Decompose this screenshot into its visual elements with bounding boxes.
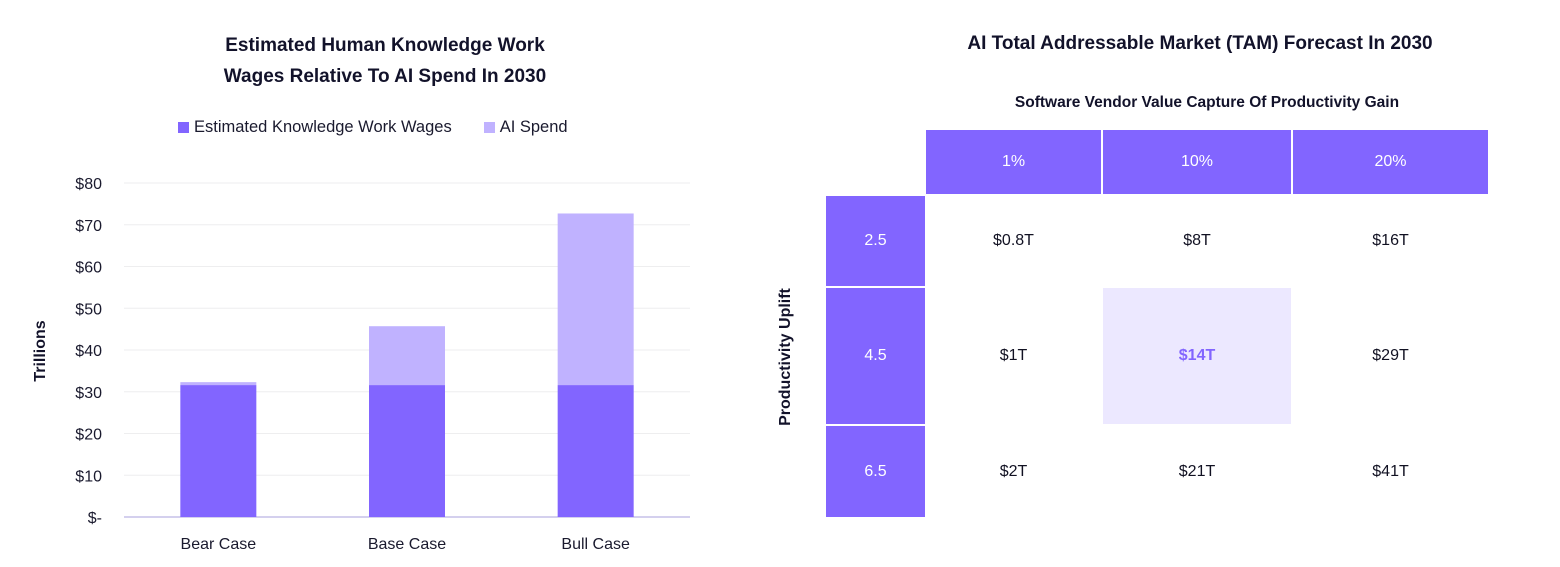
legend-item-wages: Estimated Knowledge Work Wages bbox=[178, 118, 452, 137]
x-tick-label: Bull Case bbox=[561, 536, 630, 553]
table-cell: $1T bbox=[999, 347, 1028, 364]
row-header-title: Productivity Uplift bbox=[777, 288, 794, 426]
y-tick-label: $10 bbox=[75, 468, 102, 485]
row-header-2-5: 2.5 bbox=[826, 196, 925, 286]
y-tick-label: $80 bbox=[75, 176, 102, 193]
bar-wages-base-case bbox=[369, 385, 445, 517]
y-tick-label: $50 bbox=[75, 301, 102, 318]
y-tick-label: $70 bbox=[75, 218, 102, 235]
column-header-10pct: 10% bbox=[1103, 130, 1291, 194]
row-header-4-5: 4.5 bbox=[826, 288, 925, 424]
table-title: AI Total Addressable Market (TAM) Foreca… bbox=[967, 33, 1433, 54]
y-tick-label: $20 bbox=[75, 427, 102, 444]
legend-label-ai-spend: AI Spend bbox=[499, 118, 568, 136]
chart-title: Estimated Human Knowledge Work Wages Rel… bbox=[160, 30, 610, 92]
chart-title-line-1: Estimated Human Knowledge Work bbox=[225, 35, 545, 56]
y-tick-label: $60 bbox=[75, 260, 102, 277]
table-cell: $21T bbox=[1178, 462, 1216, 480]
x-tick-label: Base Case bbox=[368, 536, 446, 553]
legend-item-ai-spend: AI Spend bbox=[483, 118, 568, 137]
tam-forecast-table: AI Total Addressable Market (TAM) Foreca… bbox=[760, 0, 1560, 567]
chart-legend: Estimated Knowledge Work Wages AI Spend bbox=[178, 118, 600, 137]
table-cell: $29T bbox=[1372, 347, 1409, 364]
bar-wages-bull-case bbox=[557, 385, 634, 517]
bar-wages-bear-case bbox=[180, 385, 257, 517]
y-tick-label: $30 bbox=[75, 385, 102, 402]
legend-label-wages: Estimated Knowledge Work Wages bbox=[194, 118, 452, 136]
table-cell-highlighted: $14T bbox=[1103, 288, 1291, 424]
table-cell: $0.8T bbox=[993, 232, 1034, 249]
column-header-title: Software Vendor Value Capture Of Product… bbox=[1014, 94, 1400, 111]
column-header-20pct: 20% bbox=[1293, 130, 1488, 194]
x-tick-label: Bear Case bbox=[181, 536, 257, 553]
column-header-1pct: 1% bbox=[926, 130, 1101, 194]
y-tick-label: $40 bbox=[75, 343, 102, 360]
table-cell: $41T bbox=[1372, 462, 1409, 480]
legend-swatch-ai-spend bbox=[483, 122, 495, 133]
y-axis-label: Trillions bbox=[32, 320, 49, 381]
table-cell: $16T bbox=[1372, 232, 1409, 249]
wages-vs-ai-spend-chart: Estimated Human Knowledge Work Wages Rel… bbox=[0, 0, 760, 567]
y-tick-label: $- bbox=[88, 510, 102, 527]
bar-ai-spend-base-case bbox=[369, 326, 445, 386]
row-header-6-5: 6.5 bbox=[826, 426, 925, 517]
bar-chart-plot: $- $10 $20 $30 $40 $50 $60 $70 $80 Bear Case Base… bbox=[32, 176, 690, 553]
chart-title-line-2: Wages Relative To AI Spend In 2030 bbox=[223, 66, 547, 87]
table-cell: $2T bbox=[999, 462, 1028, 480]
legend-swatch-wages bbox=[178, 122, 189, 133]
bar-ai-spend-bull-case bbox=[557, 213, 634, 386]
table-cell: $8T bbox=[1183, 232, 1211, 249]
bar-ai-spend-bear-case bbox=[180, 382, 257, 386]
